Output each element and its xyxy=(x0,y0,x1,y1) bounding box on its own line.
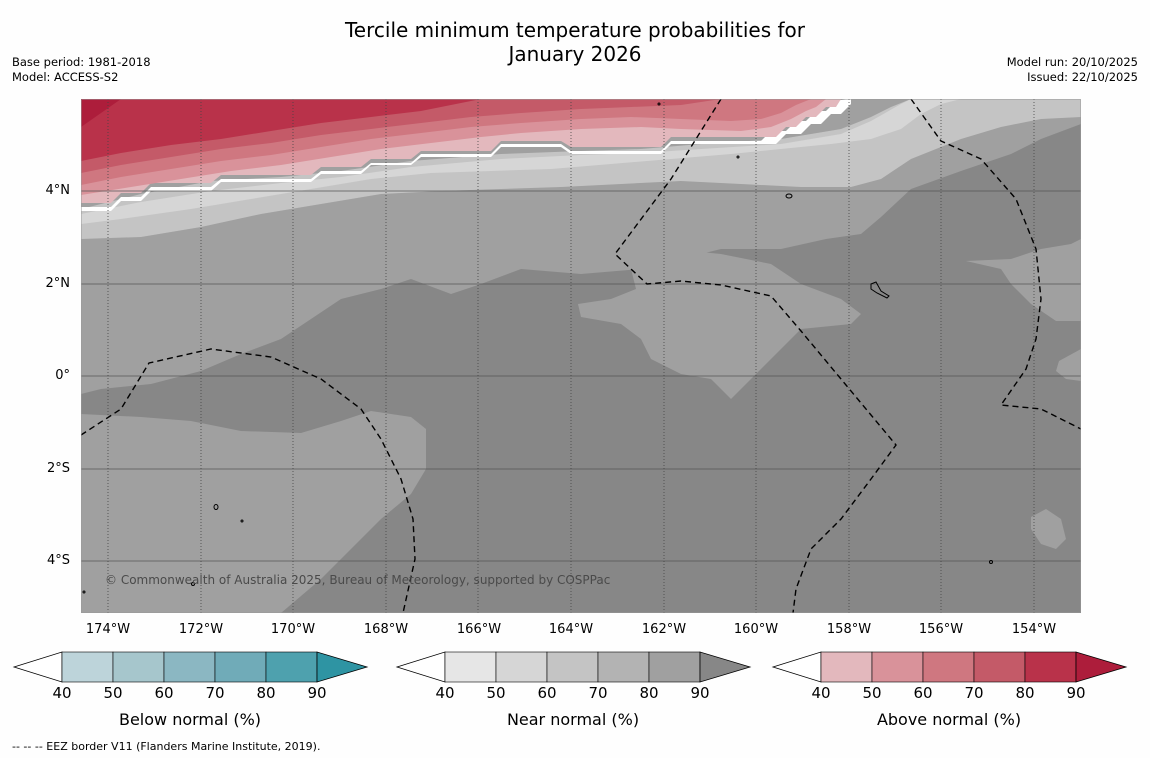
colorbar-segment xyxy=(495,651,548,683)
near-normal-80-region-east-small xyxy=(1056,349,1081,381)
tick: 70 xyxy=(205,684,225,702)
latitude-gridlines xyxy=(81,190,1081,562)
colorbar-extend-low xyxy=(395,651,446,683)
colorbar-extend-high xyxy=(1075,651,1128,683)
colorbar-segment xyxy=(1024,651,1077,683)
near-normal-80-region-east xyxy=(966,239,1081,321)
colorbar-segment xyxy=(871,651,924,683)
colorbar-segment xyxy=(597,651,650,683)
lon-label-170w: 170°W xyxy=(270,622,316,637)
colorbar-segment xyxy=(648,651,701,683)
colorbar-segment xyxy=(265,651,318,683)
lon-label-164w: 164°W xyxy=(548,622,594,637)
colorbar-segment xyxy=(61,651,114,683)
near-normal-80-region-sw-dot xyxy=(149,287,165,296)
colorbar-segment xyxy=(112,651,165,683)
title-line-1: Tercile minimum temperature probabilitie… xyxy=(344,18,806,42)
tick: 40 xyxy=(435,684,455,702)
eez-border-east xyxy=(910,99,1081,430)
lon-label-154w: 154°W xyxy=(1011,622,1057,637)
colorbar-segment xyxy=(546,651,599,683)
colorbar-segment xyxy=(214,651,267,683)
lon-label-160w: 160°W xyxy=(733,622,779,637)
base-period: Base period: 1981-2018 xyxy=(12,55,151,69)
tick: 60 xyxy=(913,684,933,702)
eez-footnote: -- -- -- EEZ border V11 (Flanders Marine… xyxy=(12,740,321,753)
colorbar-segment xyxy=(163,651,216,683)
colorbar-extend-high xyxy=(699,651,752,683)
colorbar-above-normal xyxy=(771,651,1128,683)
eez-borders xyxy=(81,99,1081,613)
colorbar-extend-low xyxy=(771,651,822,683)
meta-right: Model run: 20/10/2025 Issued: 22/10/2025 xyxy=(1007,55,1138,85)
tick: 70 xyxy=(588,684,608,702)
lon-label-168w: 168°W xyxy=(363,622,409,637)
tick: 60 xyxy=(154,684,174,702)
tick: 50 xyxy=(103,684,123,702)
colorbar-segment xyxy=(922,651,975,683)
meta-left: Base period: 1981-2018 Model: ACCESS-S2 xyxy=(12,55,151,85)
lat-label-4n: 4°N xyxy=(45,183,71,198)
tick: 90 xyxy=(690,684,710,702)
colorbar-segment xyxy=(820,651,873,683)
lon-label-156w: 156°W xyxy=(918,622,964,637)
near-normal-70-region xyxy=(81,99,1081,239)
lon-label-158w: 158°W xyxy=(826,622,872,637)
tick: 40 xyxy=(52,684,72,702)
tick: 60 xyxy=(537,684,557,702)
colorbar-below-normal xyxy=(12,651,369,683)
colorbar-extend-low xyxy=(12,651,63,683)
lon-label-174w: 174°W xyxy=(85,622,131,637)
model-run: Model run: 20/10/2025 xyxy=(1006,55,1138,69)
colorbar-label-below: Below normal (%) xyxy=(118,710,262,729)
tick: 90 xyxy=(307,684,327,702)
colorbar-extend-high xyxy=(316,651,369,683)
near-normal-80-region-central xyxy=(578,244,861,399)
colorbar-segment xyxy=(973,651,1026,683)
lon-label-166w: 166°W xyxy=(456,622,502,637)
tick: 50 xyxy=(862,684,882,702)
tick: 40 xyxy=(811,684,831,702)
title-line-2: January 2026 xyxy=(508,42,642,66)
eez-border-central xyxy=(614,99,897,613)
probability-map xyxy=(81,99,1081,613)
tick: 70 xyxy=(964,684,984,702)
model-name: Model: ACCESS-S2 xyxy=(12,70,119,84)
white-gap-band xyxy=(81,99,851,211)
tick: 80 xyxy=(639,684,659,702)
colorbar-segment xyxy=(444,651,497,683)
colorbar-near-normal xyxy=(395,651,752,683)
colorbar-label-near: Near normal (%) xyxy=(506,710,640,729)
tick: 50 xyxy=(486,684,506,702)
eez-border-west xyxy=(81,348,416,613)
lat-label-2n: 2°N xyxy=(45,276,71,291)
lat-label-2s: 2°S xyxy=(46,461,70,476)
colorbar-label-above: Above normal (%) xyxy=(876,710,1022,729)
lon-label-172w: 172°W xyxy=(178,622,224,637)
islands xyxy=(82,102,993,594)
above-normal-80-region xyxy=(81,99,481,161)
near-normal-60-region xyxy=(81,99,961,224)
near-normal-80-region-southeast xyxy=(1031,509,1066,549)
near-normal-80-region-southwest xyxy=(81,411,426,613)
tick: 90 xyxy=(1066,684,1086,702)
above-normal-90-region xyxy=(81,99,121,127)
lat-label-4s: 4°S xyxy=(46,553,70,568)
copyright-notice: © Commonwealth of Australia 2025, Bureau… xyxy=(105,573,611,587)
lon-label-162w: 162°W xyxy=(641,622,687,637)
map-title: Tercile minimum temperature probabilitie… xyxy=(0,18,1150,66)
lat-label-0: 0° xyxy=(55,368,70,383)
tick: 80 xyxy=(1015,684,1035,702)
issued-date: Issued: 22/10/2025 xyxy=(1027,70,1138,84)
tick: 80 xyxy=(256,684,276,702)
